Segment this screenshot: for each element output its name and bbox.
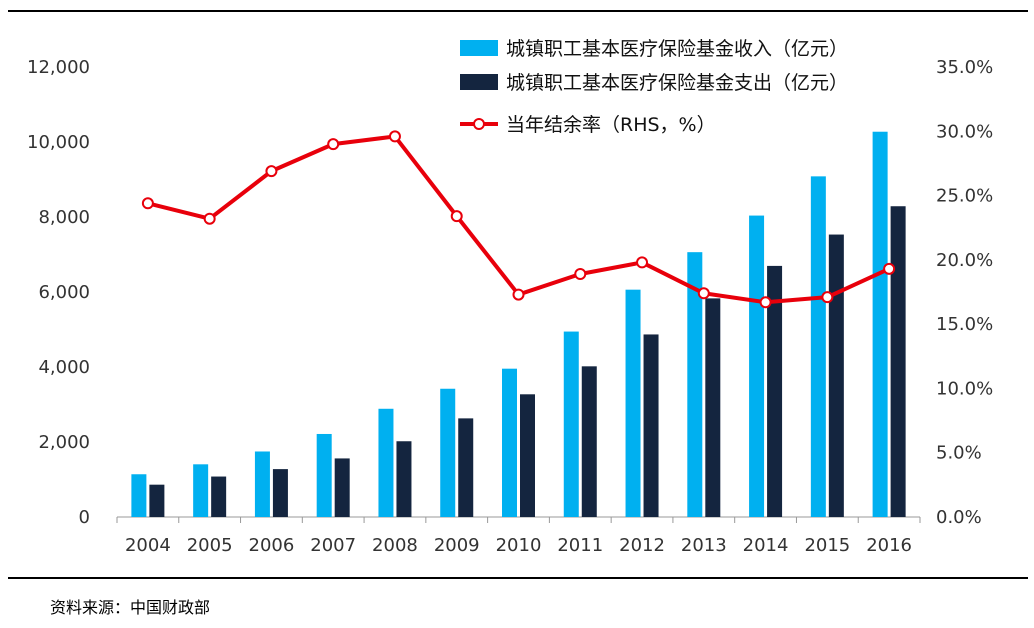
- x-tick-label: 2004: [125, 535, 171, 556]
- point-surplus-rate: [697, 287, 710, 300]
- bar-income: [193, 464, 209, 517]
- y-left-tick-label: 4,000: [38, 357, 90, 378]
- bar-expense: [149, 484, 165, 517]
- chart: 0 2,000 4,000 6,000 8,000 10,000 12,000 0.0% 5.0…: [27, 38, 993, 556]
- y-right-tick-label: 25.0%: [936, 186, 993, 207]
- x-tick-label: 2006: [249, 535, 295, 556]
- point-surplus-rate: [141, 197, 154, 210]
- y-left-tick-label: 10,000: [27, 132, 90, 153]
- x-tick-label: 2009: [434, 535, 480, 556]
- point-surplus-rate: [759, 296, 772, 309]
- y-right-tick-label: 35.0%: [936, 57, 993, 78]
- bar-expense: [643, 334, 659, 517]
- x-tick-label: 2008: [372, 535, 418, 556]
- legend-swatch-income: [460, 40, 498, 56]
- bar-income: [749, 215, 765, 517]
- point-surplus-rate: [388, 130, 401, 143]
- x-tick-label: 2013: [681, 535, 727, 556]
- bar-expense: [520, 394, 535, 517]
- y-right-tick-label: 30.0%: [936, 121, 993, 142]
- legend-label-income: 城镇职工基本医疗保险基金收入（亿元）: [506, 38, 848, 60]
- bar-income: [810, 176, 826, 517]
- bar-income: [378, 408, 394, 517]
- y-right-tick-label: 0.0%: [936, 507, 982, 528]
- point-surplus-rate: [821, 291, 834, 304]
- point-surplus-rate: [574, 268, 587, 280]
- bar-income: [440, 388, 456, 517]
- point-surplus-rate: [636, 256, 649, 269]
- y-right-tick-label: 20.0%: [936, 250, 993, 271]
- x-tick-label: 2016: [866, 535, 912, 556]
- point-surplus-rate: [327, 138, 340, 151]
- y-left-tick-label: 12,000: [27, 57, 90, 78]
- source-note: 资料来源：中国财政部: [50, 598, 211, 617]
- bar-expense: [705, 298, 721, 517]
- x-tick-label: 2015: [804, 535, 850, 556]
- bar-expense: [272, 469, 288, 517]
- y-left-tick-label: 8,000: [38, 207, 90, 228]
- y-left-tick-label: 6,000: [38, 282, 90, 303]
- x-tick-label: 2011: [557, 535, 603, 556]
- y-right-tick-label: 5.0%: [936, 443, 982, 464]
- bar-expense: [890, 206, 906, 518]
- point-surplus-rate: [512, 288, 525, 301]
- x-tick-label: 2007: [310, 535, 356, 556]
- x-tick-label: 2014: [743, 535, 789, 556]
- bar-expense: [828, 234, 844, 518]
- legend-label-rate: 当年结余率（RHS，%）: [506, 114, 716, 136]
- x-tick-label: 2012: [619, 535, 665, 556]
- bar-expense: [211, 476, 227, 517]
- bar-income: [625, 289, 641, 517]
- y-right-tick-label: 15.0%: [936, 314, 993, 335]
- legend-marker-rate: [473, 118, 485, 130]
- y-right-tick-label: 10.0%: [936, 378, 993, 399]
- x-tick-label: 2005: [187, 535, 233, 556]
- x-tick-label: 2010: [496, 535, 542, 556]
- bar-income: [316, 433, 332, 517]
- point-surplus-rate: [450, 210, 463, 223]
- y-left-tick-label: 2,000: [38, 432, 90, 453]
- point-surplus-rate: [883, 262, 896, 275]
- bar-expense: [334, 458, 350, 517]
- bottom-rule: [8, 577, 1028, 579]
- bar-expense: [396, 441, 412, 517]
- legend-swatch-expense: [460, 74, 498, 90]
- legend-label-expense: 城镇职工基本医疗保险基金支出（亿元）: [506, 72, 848, 94]
- bar-expense: [458, 418, 474, 517]
- bar-income: [872, 131, 888, 517]
- point-surplus-rate: [203, 212, 216, 225]
- bar-income: [131, 474, 147, 517]
- bar-income: [502, 368, 517, 517]
- bar-income: [563, 331, 579, 517]
- bar-income: [687, 252, 703, 518]
- bar-expense: [581, 366, 597, 517]
- bar-income: [254, 451, 270, 517]
- y-left-tick-label: 0: [79, 507, 90, 528]
- bar-expense: [767, 265, 783, 517]
- point-surplus-rate: [265, 165, 278, 178]
- top-rule: [8, 10, 1028, 12]
